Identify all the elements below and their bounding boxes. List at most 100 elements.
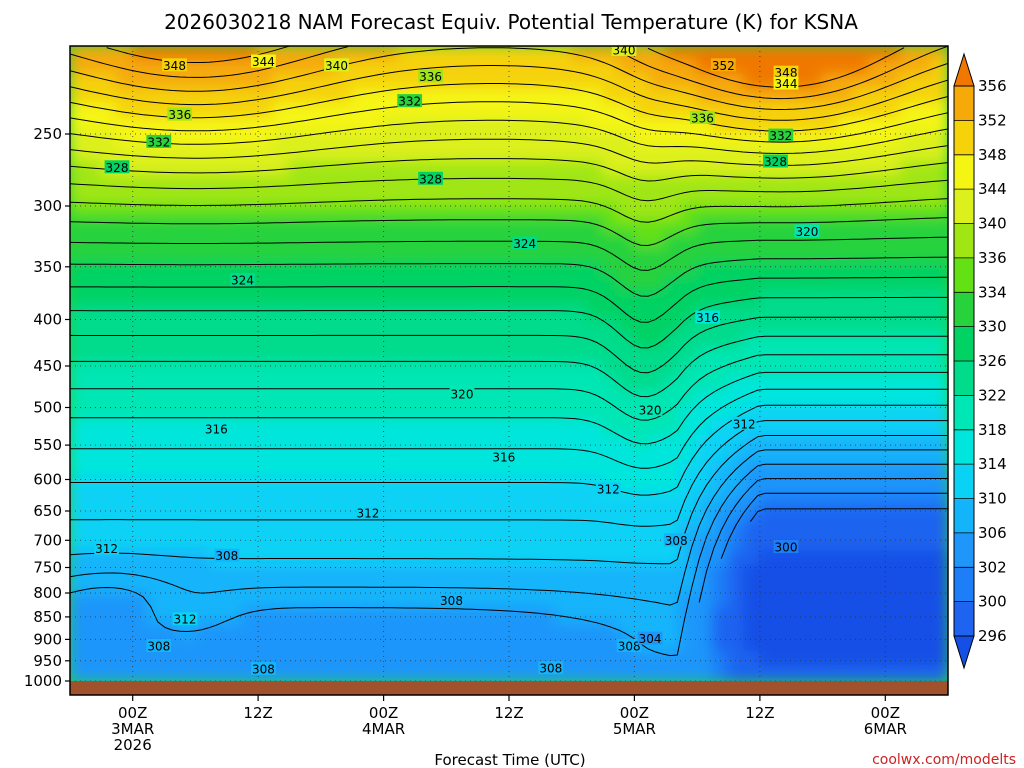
field-cell	[837, 146, 855, 163]
field-cell	[711, 174, 730, 192]
field-cell	[116, 506, 134, 524]
field-cell	[398, 160, 416, 177]
field-cell	[461, 102, 479, 120]
field-cell	[555, 333, 573, 350]
field-cell	[868, 405, 887, 423]
field-cell	[633, 492, 652, 509]
field-cell	[758, 405, 777, 423]
field-cell	[617, 651, 636, 668]
field-cell	[225, 117, 244, 134]
field-cell	[711, 564, 730, 581]
field-cell	[304, 348, 322, 365]
field-cell	[100, 651, 119, 668]
field-cell	[319, 622, 338, 639]
field-cell	[382, 275, 401, 293]
field-cell	[884, 247, 902, 264]
contour-label-bg	[512, 236, 538, 250]
field-cell	[241, 160, 260, 177]
field-cell	[523, 434, 542, 452]
field-cell	[131, 261, 150, 278]
field-cell	[805, 492, 824, 509]
field-cell	[586, 247, 605, 264]
field-cell	[696, 174, 714, 192]
field-cell	[257, 449, 275, 466]
field-cell	[351, 405, 369, 423]
field-cell	[837, 434, 855, 452]
field-cell	[586, 535, 605, 553]
field-cell	[633, 478, 652, 495]
field-cell	[508, 607, 526, 625]
field-cell	[837, 203, 855, 221]
field-cell	[178, 636, 197, 654]
field-cell	[915, 348, 934, 365]
field-cell	[100, 449, 119, 466]
field-cell	[790, 319, 808, 336]
field-cell	[429, 405, 448, 423]
field-cell	[304, 174, 322, 192]
field-cell	[366, 391, 385, 408]
field-cell	[351, 261, 369, 278]
field-cell	[147, 319, 166, 336]
field-cell	[743, 636, 761, 654]
field-cell	[445, 46, 463, 62]
contour-label: 320	[639, 403, 662, 417]
field-cell	[555, 59, 573, 76]
field-cell	[70, 348, 87, 365]
field-cell	[476, 362, 495, 379]
field-cell	[335, 665, 354, 681]
field-cell	[413, 232, 432, 249]
field-cell	[335, 636, 354, 654]
field-cell	[445, 247, 463, 264]
field-cell	[304, 247, 322, 264]
field-cell	[696, 449, 714, 466]
theta-e-field	[70, 46, 948, 681]
field-cell	[351, 362, 369, 379]
field-cell	[319, 593, 338, 610]
field-cell	[931, 102, 948, 120]
field-cell	[696, 73, 714, 91]
field-cell	[570, 59, 589, 76]
field-cell	[225, 333, 244, 350]
colorbar-segment	[954, 532, 974, 568]
field-cell	[445, 146, 463, 163]
field-cell	[852, 665, 871, 681]
field-cell	[335, 88, 354, 105]
field-cell	[602, 189, 620, 206]
field-cell	[508, 391, 526, 408]
field-cell	[194, 376, 213, 394]
field-cell	[837, 550, 855, 567]
field-cell	[523, 59, 542, 76]
field-cell	[84, 579, 103, 596]
field-cell	[84, 232, 103, 249]
field-cell	[461, 304, 479, 322]
field-cell	[304, 622, 322, 639]
field-cell	[445, 579, 463, 596]
field-cell	[805, 362, 824, 379]
field-cell	[70, 607, 87, 625]
field-cell	[84, 46, 103, 62]
field-cell	[602, 593, 620, 610]
field-cell	[194, 622, 213, 639]
field-cell	[288, 564, 307, 581]
field-cell	[790, 607, 808, 625]
field-cell	[288, 275, 307, 293]
field-cell	[304, 218, 322, 235]
field-cell	[382, 521, 401, 538]
field-cell	[100, 593, 119, 610]
field-cell	[774, 46, 793, 62]
field-cell	[272, 174, 291, 192]
field-cell	[351, 88, 369, 105]
field-cell	[868, 593, 887, 610]
field-cell	[70, 521, 87, 538]
field-cell	[398, 651, 416, 668]
field-cell	[100, 492, 119, 509]
field-cell	[194, 218, 213, 235]
field-cell	[617, 88, 636, 105]
field-cell	[429, 521, 448, 538]
field-cell	[900, 160, 918, 177]
field-cell	[225, 232, 244, 249]
field-cell	[821, 275, 840, 293]
field-cell	[821, 362, 840, 379]
field-cell	[366, 333, 385, 350]
field-cell	[131, 420, 150, 437]
